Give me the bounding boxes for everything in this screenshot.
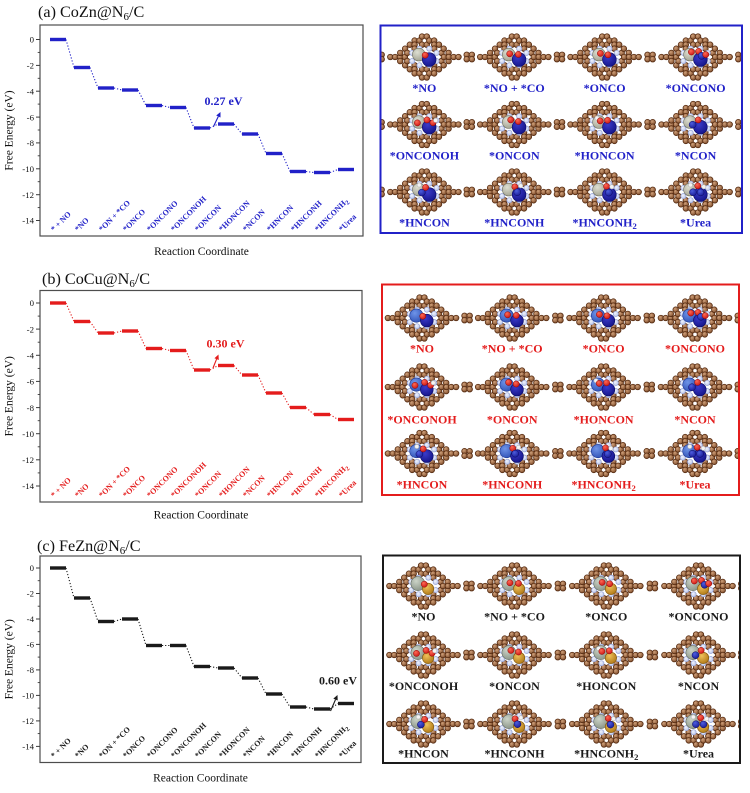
svg-text:-14: -14	[22, 481, 34, 491]
svg-text:*HONCON: *HONCON	[574, 413, 634, 427]
svg-text:*NO + *CO: *NO + *CO	[484, 610, 545, 624]
svg-text:0: 0	[30, 563, 35, 573]
svg-text:-8: -8	[27, 138, 35, 148]
svg-text:-10: -10	[22, 164, 34, 174]
svg-text:-2: -2	[27, 61, 34, 71]
svg-text:*NO: *NO	[412, 610, 436, 624]
svg-text:*ONCONOH: *ONCONOH	[389, 679, 459, 693]
svg-text:*HNCONH: *HNCONH	[484, 216, 545, 230]
svg-text:0.60 eV: 0.60 eV	[319, 674, 357, 688]
svg-text:*ONCON: *ONCON	[489, 149, 540, 163]
svg-text:*Urea: *Urea	[683, 747, 714, 761]
svg-text:-8: -8	[27, 403, 35, 413]
svg-text:*ONCO: *ONCO	[584, 81, 626, 95]
svg-text:(a) CoZn@N6/C: (a) CoZn@N6/C	[38, 3, 144, 23]
svg-text:-10: -10	[22, 691, 34, 701]
svg-text:*Urea: *Urea	[679, 478, 710, 492]
svg-text:-6: -6	[27, 377, 35, 387]
svg-text:Free Energy (eV): Free Energy (eV)	[4, 90, 16, 170]
svg-text:*HNCONH2: *HNCONH2	[572, 216, 636, 232]
svg-text:-2: -2	[27, 324, 34, 334]
svg-text:*ONCO: *ONCO	[585, 610, 627, 624]
svg-text:*HNCON: *HNCON	[398, 747, 449, 761]
svg-text:*HONCON: *HONCON	[575, 149, 635, 163]
svg-text:Reaction Coordinate: Reaction Coordinate	[154, 246, 249, 258]
svg-text:*Urea: *Urea	[680, 216, 711, 230]
svg-text:*ONCONO: *ONCONO	[669, 610, 729, 624]
svg-text:*NCON: *NCON	[675, 149, 717, 163]
svg-text:0: 0	[30, 298, 35, 308]
svg-text:*NCON: *NCON	[674, 413, 716, 427]
svg-text:*HNCONH2: *HNCONH2	[574, 747, 638, 763]
svg-text:-6: -6	[27, 640, 35, 650]
svg-text:-4: -4	[27, 86, 35, 96]
svg-text:0: 0	[30, 35, 35, 45]
svg-text:Reaction Coordinate: Reaction Coordinate	[153, 773, 248, 785]
svg-text:(b) CoCu@N6/C: (b) CoCu@N6/C	[42, 270, 150, 290]
svg-text:*ONCONO: *ONCONO	[666, 81, 726, 95]
svg-text:*ONCONOH: *ONCONOH	[387, 413, 457, 427]
svg-text:-10: -10	[22, 429, 34, 439]
svg-text:-12: -12	[22, 716, 34, 726]
svg-text:*ONCON: *ONCON	[489, 679, 540, 693]
svg-text:-12: -12	[22, 190, 34, 200]
svg-text:-14: -14	[22, 742, 34, 752]
svg-text:*HNCON: *HNCON	[397, 478, 448, 492]
svg-text:*NCON: *NCON	[678, 679, 720, 693]
svg-text:*HNCONH: *HNCONH	[485, 747, 546, 761]
svg-text:*ONCO: *ONCO	[583, 342, 625, 356]
svg-text:Reaction Coordinate: Reaction Coordinate	[154, 510, 249, 522]
svg-text:*NO + *CO: *NO + *CO	[482, 342, 543, 356]
svg-text:-12: -12	[22, 455, 34, 465]
svg-text:-2: -2	[27, 589, 34, 599]
svg-text:*ONCONOH: *ONCONOH	[390, 149, 460, 163]
svg-text:Free Energy (eV): Free Energy (eV)	[4, 619, 16, 699]
svg-text:*HNCONH2: *HNCONH2	[571, 478, 635, 494]
svg-text:0.27 eV: 0.27 eV	[205, 94, 243, 108]
svg-text:-8: -8	[27, 665, 35, 675]
svg-text:-4: -4	[27, 351, 35, 361]
svg-text:*HNCONH: *HNCONH	[482, 478, 543, 492]
svg-text:*NO: *NO	[410, 342, 434, 356]
svg-text:-14: -14	[22, 216, 34, 226]
svg-text:*HNCON: *HNCON	[399, 216, 450, 230]
svg-text:(c) FeZn@N6/C: (c) FeZn@N6/C	[37, 537, 141, 557]
svg-text:*HONCON: *HONCON	[576, 679, 636, 693]
svg-text:0.30 eV: 0.30 eV	[207, 337, 245, 351]
svg-text:*ONCON: *ONCON	[487, 413, 538, 427]
svg-text:-6: -6	[27, 112, 35, 122]
svg-text:-4: -4	[27, 614, 35, 624]
svg-text:*ONCONO: *ONCONO	[665, 342, 725, 356]
svg-text:*NO + *CO: *NO + *CO	[484, 81, 545, 95]
svg-text:Free Energy (eV): Free Energy (eV)	[4, 356, 16, 436]
svg-text:*NO: *NO	[412, 81, 436, 95]
